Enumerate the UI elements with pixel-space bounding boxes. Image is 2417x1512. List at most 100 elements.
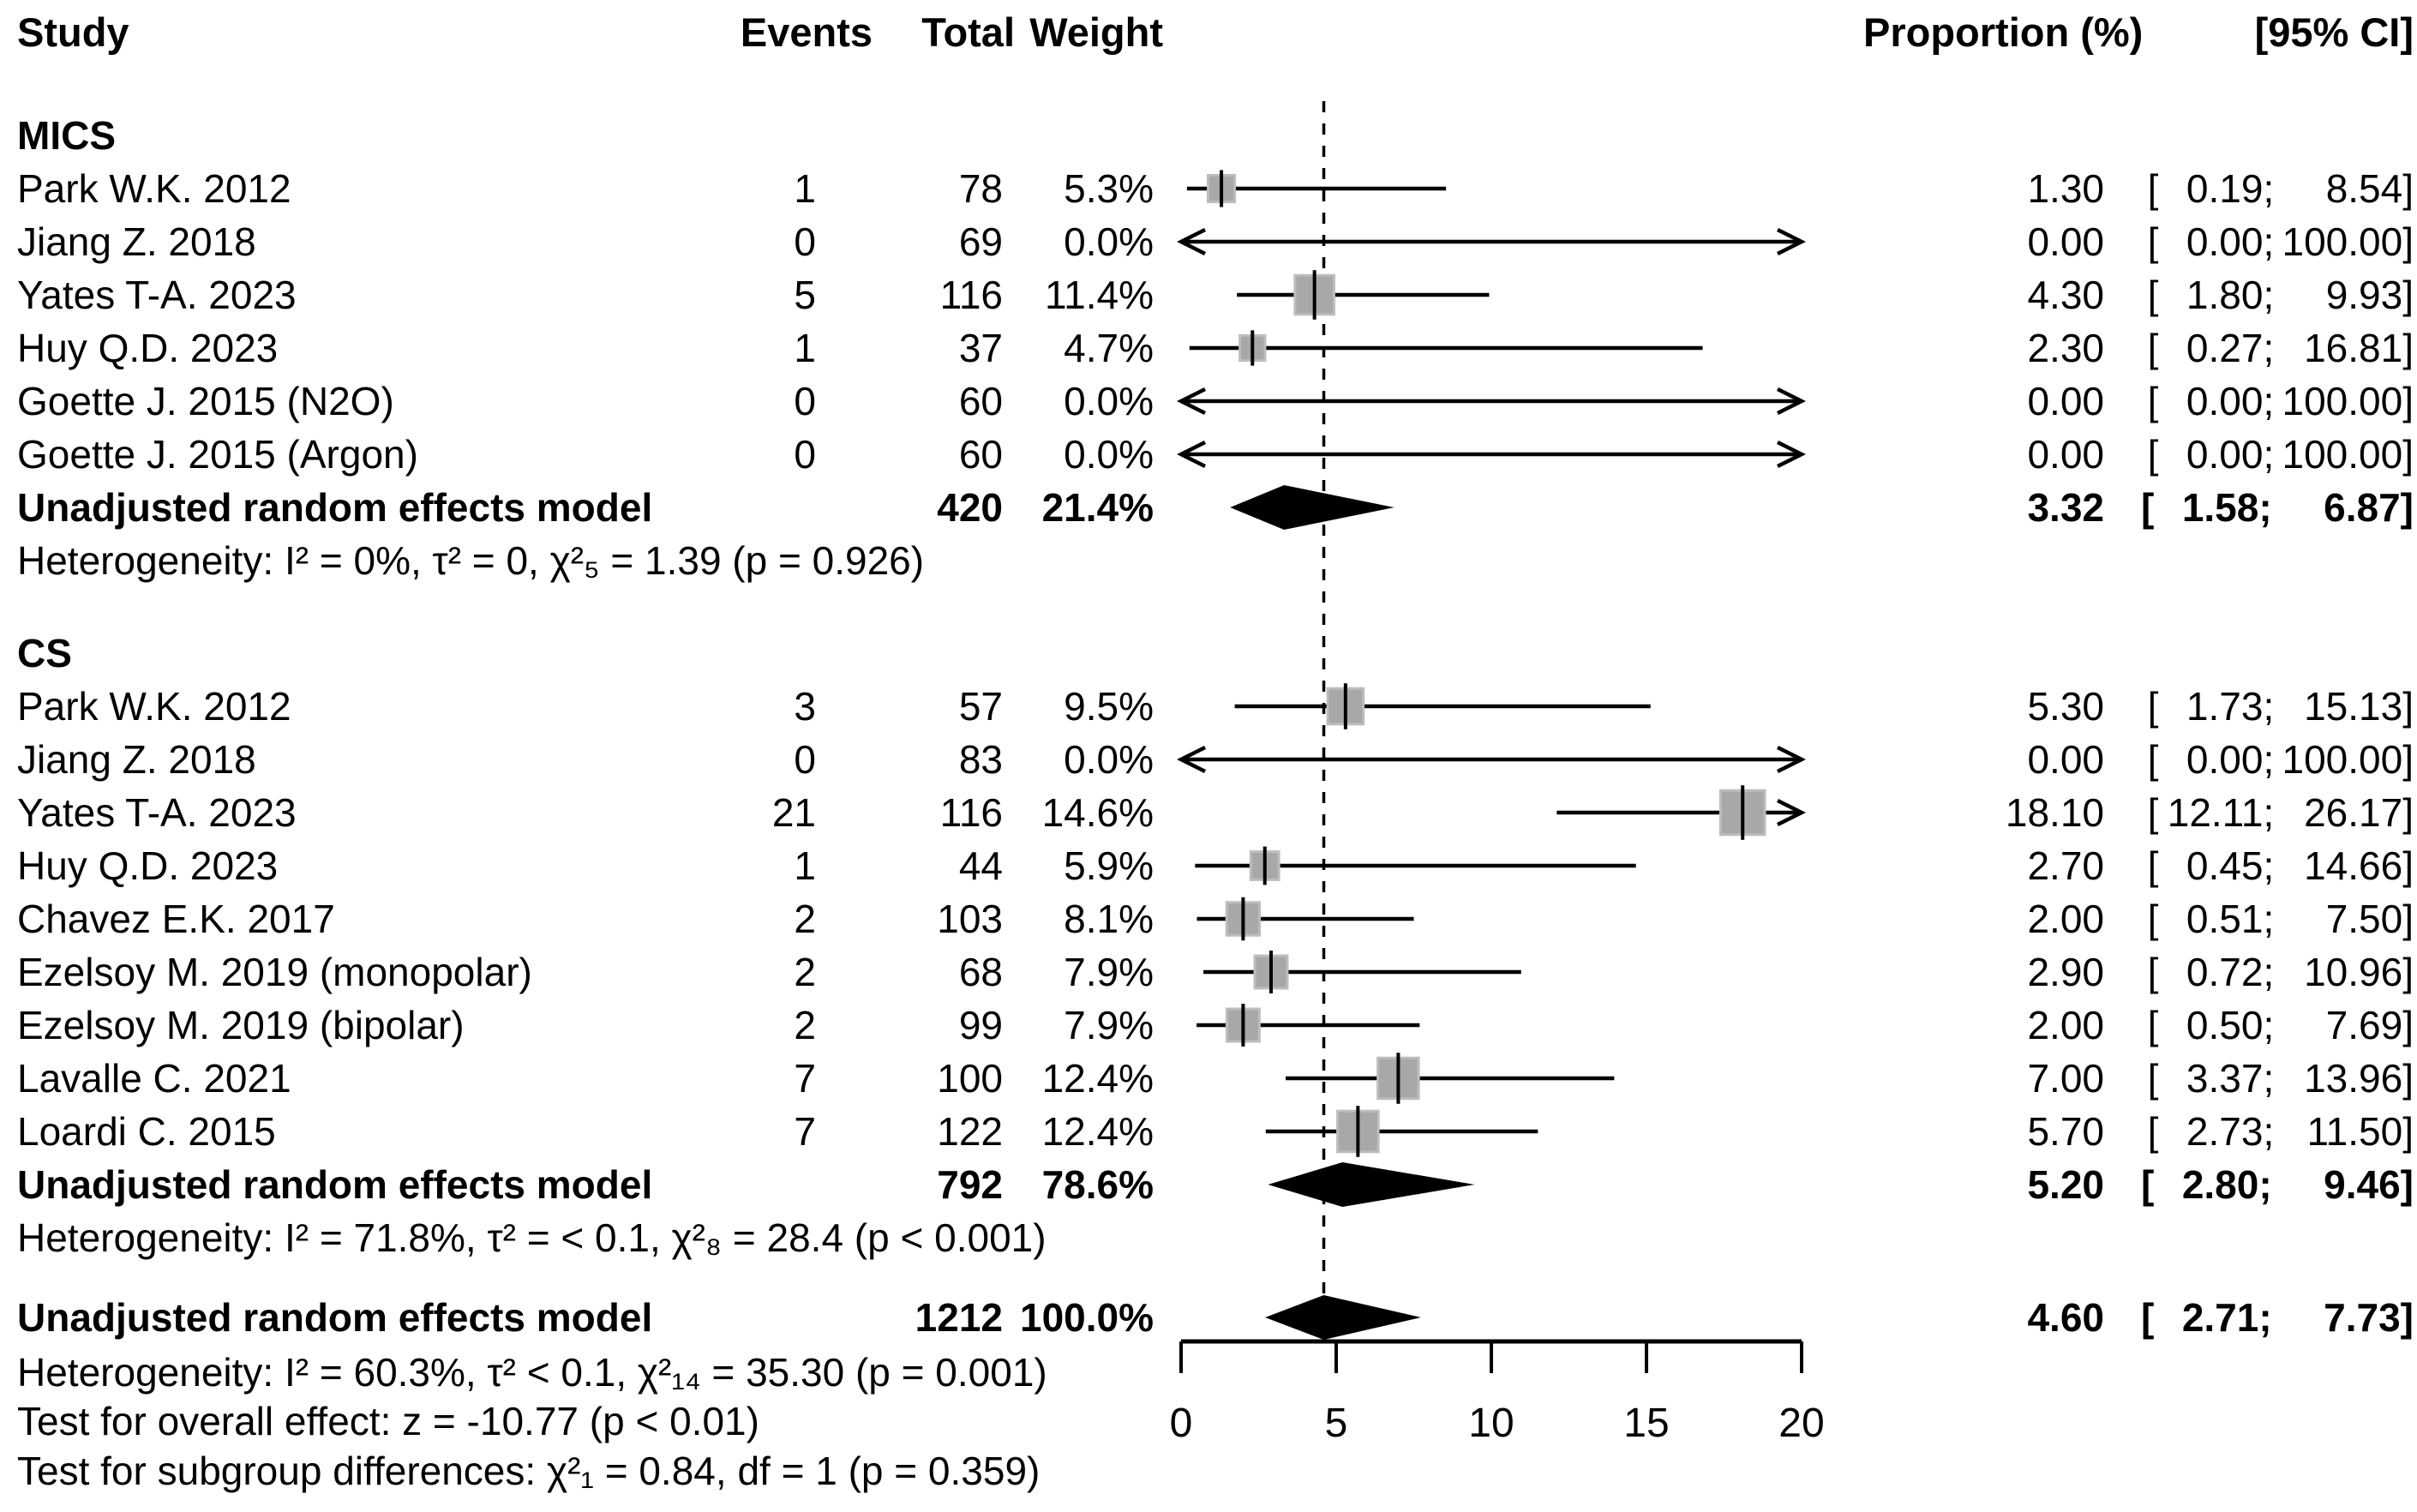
ci-lower-value: 2.80: [2181, 1162, 2259, 1207]
ci-separator: ;: [2263, 379, 2275, 423]
weight-value: 0.0%: [1064, 432, 1154, 477]
column-header-proportion: Proportion (%): [1863, 9, 2144, 55]
ci-value: [0.19; 8.54]: [2114, 163, 2414, 214]
weight-value: 12.4%: [1041, 1109, 1154, 1154]
column-header-weight: Weight: [1029, 9, 1163, 55]
summary-diamond: [1268, 1162, 1475, 1207]
ci-close-bracket: ]: [2400, 1295, 2414, 1340]
ci-value: [0.00; 100.00]: [2114, 216, 2414, 267]
ci-close-bracket: ]: [2402, 790, 2414, 835]
test-subgroup-differences-note: Test for subgroup differences: χ²₁ = 0.8…: [17, 1449, 1041, 1493]
study-label: Goette J. 2015 (Argon): [17, 432, 418, 477]
estimate-tick: [1241, 1004, 1245, 1047]
weight-value: 7.9%: [1064, 1003, 1154, 1047]
ci-close-bracket: ]: [2402, 897, 2414, 941]
heterogeneity-note: Heterogeneity: I² = 60.3%, τ² < 0.1, χ²₁…: [17, 1350, 1047, 1395]
column-header-ci: [95% CI]: [2254, 9, 2414, 55]
events-value: 2: [794, 950, 816, 994]
ci-lower-value: 0.50: [2186, 1003, 2264, 1047]
weight-value: 0.0%: [1064, 219, 1154, 264]
ci-separator: ;: [2263, 1003, 2275, 1047]
group-label: CS: [17, 631, 72, 675]
weight-value: 11.4%: [1044, 273, 1154, 317]
weight-value: 12.4%: [1041, 1056, 1154, 1101]
ci-separator: ;: [2263, 166, 2275, 211]
weight-value: 4.7%: [1064, 326, 1154, 370]
ci-arrowhead: [1176, 745, 1207, 774]
weight-square: [1336, 1109, 1380, 1154]
weight-value: 7.9%: [1064, 950, 1154, 994]
ci-upper-value: 7.69: [2325, 1003, 2403, 1047]
ci-value: [0.50; 7.69]: [2114, 999, 2414, 1051]
ci-lower-value: 0.45: [2186, 843, 2264, 888]
ci-close-bracket: ]: [2402, 166, 2414, 211]
estimate-tick: [1220, 170, 1224, 207]
study-label: Lavalle C. 2021: [17, 1056, 291, 1101]
total-value: 44: [958, 843, 1003, 888]
weight-value: 8.1%: [1064, 897, 1154, 941]
events-value: 5: [794, 273, 816, 317]
total-value: 69: [958, 219, 1003, 264]
ci-open-bracket: [: [2147, 219, 2159, 264]
events-value: 7: [794, 1109, 816, 1154]
weight-square: [1238, 333, 1267, 363]
events-value: 1: [794, 843, 816, 888]
ci-upper-value: 7.73: [2324, 1295, 2401, 1340]
study-label: Chavez E.K. 2017: [17, 897, 335, 941]
total-value: 116: [939, 790, 1003, 835]
ci-open-bracket: [: [2141, 485, 2155, 530]
ci-separator: ;: [2258, 485, 2272, 530]
proportion-value: 2.00: [2027, 1003, 2104, 1047]
ci-value: [0.00; 100.00]: [2114, 375, 2414, 427]
ci-arrowhead: [1776, 440, 1807, 469]
ci-close-bracket: ]: [2402, 326, 2414, 370]
ci-close-bracket: ]: [2402, 219, 2414, 264]
proportion-value: 7.00: [2027, 1056, 2104, 1101]
events-value: 0: [794, 432, 816, 477]
ci-close-bracket: ]: [2400, 1162, 2414, 1207]
summary-diamond: [1230, 485, 1394, 530]
ci-open-bracket: [: [2147, 432, 2159, 477]
ci-close-bracket: ]: [2402, 1003, 2414, 1047]
total-value: 78: [958, 166, 1003, 211]
estimate-tick: [1356, 1106, 1360, 1157]
study-label: Yates T-A. 2023: [17, 273, 297, 317]
ci-arrowhead: [1776, 745, 1807, 774]
ci-value: [2.73; 11.50]: [2114, 1106, 2414, 1157]
ci-upper-value: 8.54: [2325, 166, 2403, 211]
weight-square: [1249, 850, 1280, 881]
ci-separator: ;: [2263, 273, 2275, 317]
ci-separator: ;: [2263, 219, 2275, 264]
ci-lower-value: 0.19: [2186, 166, 2264, 211]
total-value: 68: [958, 950, 1003, 994]
ci-open-bracket: [: [2147, 273, 2159, 317]
ci-separator: ;: [2263, 737, 2275, 782]
study-label: Loardi C. 2015: [17, 1109, 276, 1154]
ci-upper-value: 10.96: [2304, 950, 2403, 994]
study-label: Goette J. 2015 (N2O): [17, 379, 394, 423]
ci-lower-value: 12.11: [2167, 790, 2264, 835]
ci-close-bracket: ]: [2402, 379, 2414, 423]
ci-open-bracket: [: [2147, 379, 2159, 423]
x-axis-tick-label: 15: [1623, 1401, 1669, 1446]
ci-open-bracket: [: [2147, 897, 2159, 941]
ci-lower-value: 1.58: [2181, 485, 2259, 530]
ci-lower-value: 0.00: [2186, 379, 2264, 423]
ci-separator: ;: [2263, 432, 2275, 477]
ci-upper-value: 100.00: [2282, 219, 2403, 264]
ci-lower-value: 0.00: [2186, 432, 2264, 477]
ci-close-bracket: ]: [2400, 485, 2414, 530]
events-value: 2: [794, 897, 816, 941]
ci-lower-value: 0.72: [2186, 950, 2264, 994]
ci-close-bracket: ]: [2402, 1109, 2414, 1154]
events-value: 2: [794, 1003, 816, 1047]
column-header-study: Study: [17, 9, 129, 55]
ci-value: [2.80; 9.46]: [2114, 1159, 2414, 1210]
total-value: 60: [958, 432, 1003, 477]
weight-value: 100.0%: [1019, 1295, 1154, 1340]
ci-close-bracket: ]: [2402, 432, 2414, 477]
ci-value: [2.71; 7.73]: [2114, 1292, 2414, 1343]
ci-value: [0.72; 10.96]: [2114, 946, 2414, 998]
proportion-value: 3.32: [2027, 485, 2104, 530]
ci-separator: ;: [2263, 684, 2275, 729]
